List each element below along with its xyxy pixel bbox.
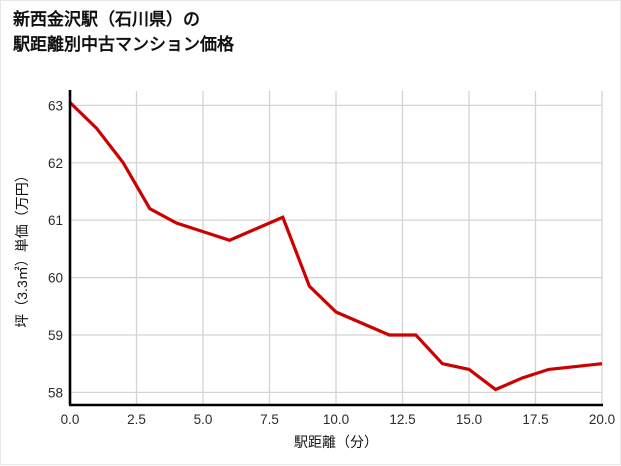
ytick-label-5: 63	[48, 98, 63, 113]
data-line	[68, 101, 603, 392]
axes-layer	[68, 90, 603, 407]
xtick-label-3: 7.5	[260, 412, 279, 427]
xtick-label-0: 0.0	[61, 412, 80, 427]
chart-title: 新西金沢駅（石川県）の 駅距離別中古マンション価格	[13, 7, 613, 57]
x-axis-title: 駅距離（分）	[294, 434, 378, 450]
y-axis-title: 坪（3.3㎡）単価（万円）	[14, 168, 30, 327]
ytick-label-3: 61	[48, 213, 63, 228]
chart-title-line-1: 新西金沢駅（石川県）の	[13, 10, 200, 29]
xtick-label-6: 15.0	[456, 412, 482, 427]
axis-labels-layer: 58 59 60 61 62 63 0.0 2.5 5.0 7.5 10.0 12.5 15.0 17.5…	[14, 98, 615, 450]
chart-title-line-2: 駅距離別中古マンション価格	[13, 35, 234, 54]
xtick-label-5: 12.5	[389, 412, 415, 427]
xtick-label-7: 17.5	[522, 412, 548, 427]
ytick-label-4: 62	[48, 156, 63, 171]
ytick-label-0: 58	[48, 385, 63, 400]
ytick-label-1: 59	[48, 328, 63, 343]
xtick-label-8: 20.0	[589, 412, 615, 427]
xtick-label-4: 10.0	[323, 412, 349, 427]
ytick-label-2: 60	[48, 271, 63, 286]
data-series-layer	[68, 101, 603, 392]
xtick-label-2: 5.0	[194, 412, 213, 427]
gridlines	[69, 91, 603, 405]
xtick-label-1: 2.5	[127, 412, 146, 427]
